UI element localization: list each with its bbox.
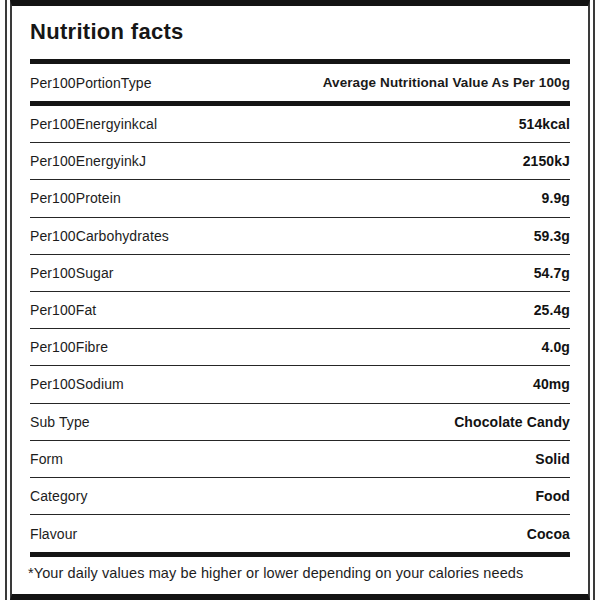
row-label: Sub Type: [30, 414, 90, 430]
table-row: Per100Sugar 54.7g: [30, 255, 570, 292]
row-value: Food: [535, 488, 570, 504]
row-label: Per100Sodium: [30, 376, 124, 392]
row-value: 2150kJ: [523, 153, 570, 169]
table-header-row: Per100PortionType Average Nutritional Va…: [30, 64, 570, 101]
row-label: Per100Sugar: [30, 265, 114, 281]
row-label: Flavour: [30, 526, 77, 542]
row-label: Per100Fat: [30, 302, 96, 318]
table-row: Per100Energyinkcal 514kcal: [30, 106, 570, 143]
row-value: 514kcal: [519, 116, 570, 132]
row-value: 9.9g: [542, 190, 570, 206]
header-value: Average Nutritional Value As Per 100g: [323, 75, 570, 90]
row-label: Per100EnergyinkJ: [30, 153, 146, 169]
row-label: Per100Fibre: [30, 339, 108, 355]
row-label: Per100Carbohydrates: [30, 228, 169, 244]
header-label: Per100PortionType: [30, 75, 152, 91]
nutrition-facts-panel: Nutrition facts Per100PortionType Averag…: [10, 0, 590, 600]
row-label: Form: [30, 451, 63, 467]
table-row: Sub Type Chocolate Candy: [30, 404, 570, 441]
row-value: 54.7g: [534, 265, 570, 281]
table-row: Per100Sodium 40mg: [30, 366, 570, 403]
table-row: Per100Protein 9.9g: [30, 180, 570, 217]
table-row: Per100Carbohydrates 59.3g: [30, 218, 570, 255]
table-row: Category Food: [30, 478, 570, 515]
table-row: Per100Fibre 4.0g: [30, 329, 570, 366]
divider-thick-bottom: [30, 552, 570, 557]
page-title: Nutrition facts: [30, 19, 570, 45]
outer-frame: Nutrition facts Per100PortionType Averag…: [5, 0, 595, 600]
row-label: Per100Protein: [30, 190, 121, 206]
nutrient-rows: Per100Energyinkcal514kcalPer100Energyink…: [30, 106, 570, 552]
row-value: Solid: [535, 451, 570, 467]
row-value: Chocolate Candy: [454, 414, 570, 430]
row-value: 40mg: [533, 376, 570, 392]
row-label: Category: [30, 488, 88, 504]
table-row: Per100Fat 25.4g: [30, 292, 570, 329]
row-label: Per100Energyinkcal: [30, 116, 157, 132]
row-value: 25.4g: [534, 302, 570, 318]
row-value: Cocoa: [527, 526, 570, 542]
row-value: 59.3g: [534, 228, 570, 244]
table-row: Form Solid: [30, 441, 570, 478]
footnote-text: *Your daily values may be higher or lowe…: [28, 565, 570, 581]
row-value: 4.0g: [542, 339, 570, 355]
table-row: Flavour Cocoa: [30, 515, 570, 552]
table-row: Per100EnergyinkJ 2150kJ: [30, 143, 570, 180]
